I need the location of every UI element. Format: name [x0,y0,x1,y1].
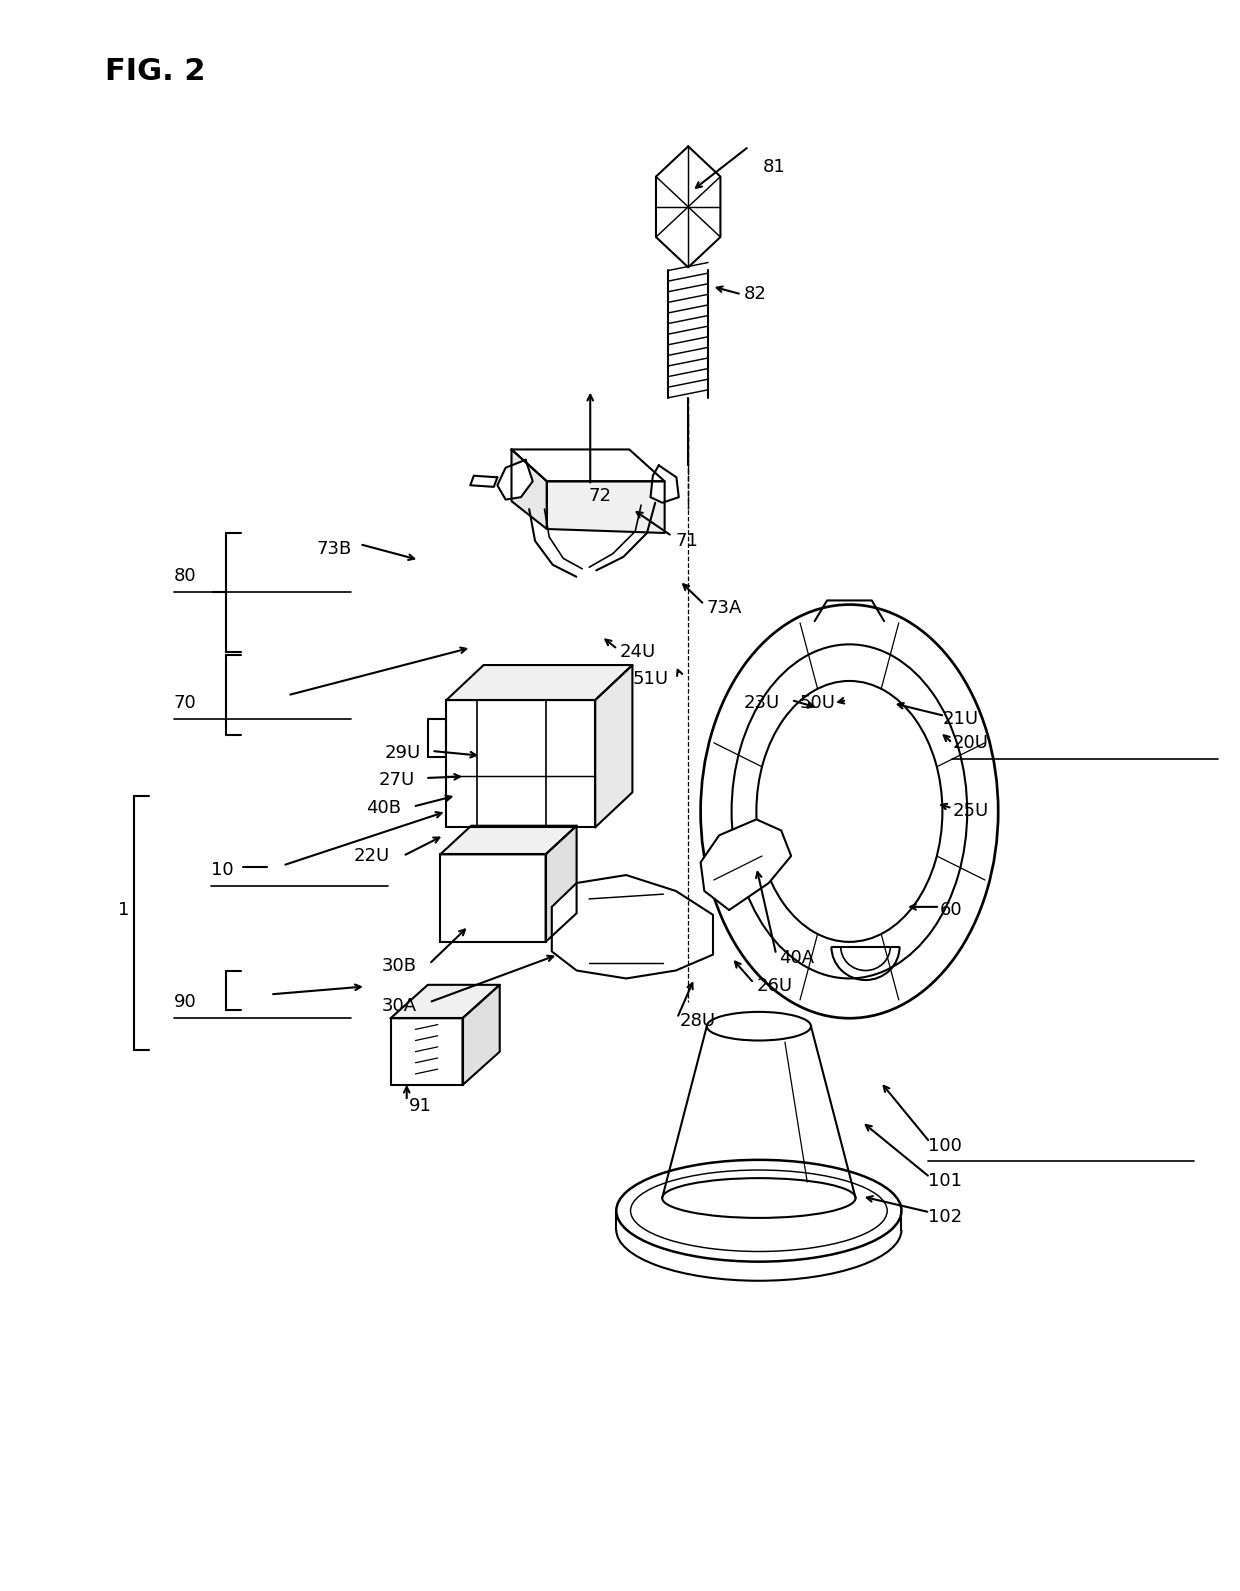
Polygon shape [391,1018,463,1085]
Text: 73B: 73B [316,539,351,558]
Polygon shape [463,985,500,1085]
Text: 91: 91 [409,1096,432,1115]
Text: 21U: 21U [942,710,978,729]
Text: 20U: 20U [952,733,988,753]
Text: 30A: 30A [382,996,417,1015]
Polygon shape [428,719,446,757]
Text: 81: 81 [763,158,785,177]
Polygon shape [440,854,546,942]
Text: 25U: 25U [952,802,988,821]
Text: 28U: 28U [680,1012,715,1031]
Polygon shape [595,665,632,827]
Text: 51U: 51U [632,670,668,689]
Text: 70: 70 [174,694,196,713]
Text: 101: 101 [928,1171,961,1190]
Text: 10: 10 [211,861,233,880]
Polygon shape [651,465,678,503]
Polygon shape [547,482,665,533]
Polygon shape [497,460,533,500]
Text: 30B: 30B [382,956,417,975]
Text: 50U: 50U [800,694,836,713]
Text: 72: 72 [589,487,613,506]
Polygon shape [656,146,720,267]
Text: 60: 60 [940,901,962,920]
Text: 27U: 27U [378,770,414,789]
Text: 90: 90 [174,993,196,1012]
Polygon shape [391,985,500,1018]
Polygon shape [552,875,713,978]
Text: 71: 71 [676,531,698,550]
Text: 100: 100 [928,1136,961,1155]
Text: 73A: 73A [707,598,743,617]
Text: 26U: 26U [756,977,792,996]
Text: 80: 80 [174,566,196,585]
Polygon shape [446,700,595,827]
Text: 24U: 24U [620,643,656,662]
Text: FIG. 2: FIG. 2 [105,57,206,86]
Polygon shape [446,665,632,700]
Text: 40B: 40B [366,799,401,818]
Polygon shape [701,819,791,910]
Text: 22U: 22U [353,846,389,866]
Text: 82: 82 [744,285,766,304]
Text: 40A: 40A [779,948,813,967]
Polygon shape [546,826,577,942]
Text: 29U: 29U [384,743,420,762]
Polygon shape [440,826,577,854]
Polygon shape [512,450,665,482]
Polygon shape [470,476,497,487]
Text: 102: 102 [928,1208,962,1227]
Text: 1: 1 [118,901,129,920]
Polygon shape [512,450,547,528]
Text: 23U: 23U [744,694,780,713]
